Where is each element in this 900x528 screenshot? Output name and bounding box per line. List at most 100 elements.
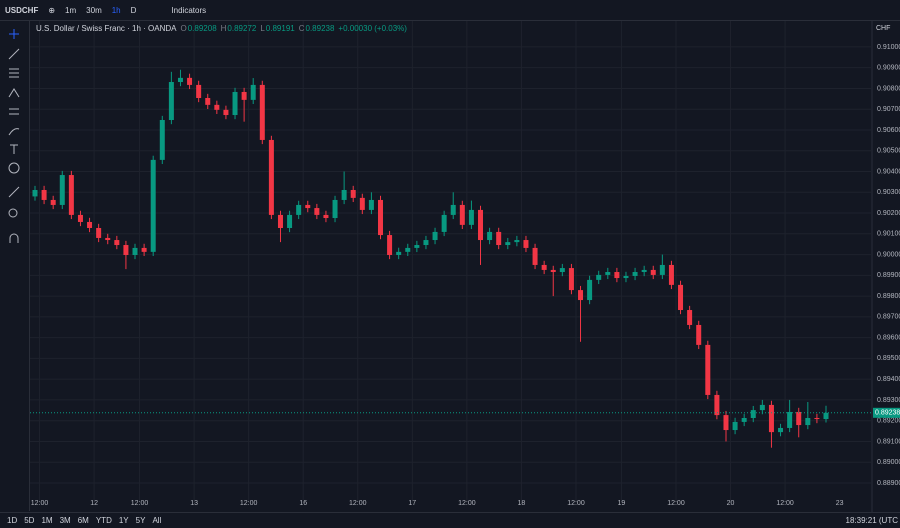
x-tick-label: 12:00 <box>31 500 49 507</box>
interval[interactable]: 1m <box>65 5 77 15</box>
candle-body <box>523 240 529 248</box>
y-tick-label: 0.89900 <box>877 272 900 279</box>
candle-body <box>450 204 456 215</box>
interval[interactable]: 1h <box>111 5 121 15</box>
pattern-tool[interactable] <box>8 88 20 98</box>
candle-body <box>705 344 711 395</box>
text-tool[interactable] <box>10 144 18 154</box>
range[interactable]: 1Y <box>118 516 129 525</box>
y-tick-label: 0.90600 <box>877 127 900 134</box>
y-tick-label: 0.90400 <box>877 168 900 175</box>
symbol[interactable]: USDCHF <box>5 5 39 15</box>
candle-body <box>68 175 74 215</box>
range[interactable]: 6M <box>77 516 89 525</box>
drawing-tools <box>0 21 30 511</box>
x-tick-label: 12:00 <box>349 500 367 507</box>
legend: U.S. Dollar / Swiss Franc · 1h · OANDA O… <box>36 24 407 33</box>
y-tick-label: 0.88900 <box>877 480 900 487</box>
candle-body <box>141 247 147 252</box>
ohlc-label: O <box>180 24 187 33</box>
crosshair-tool[interactable] <box>9 29 19 39</box>
candle-body <box>159 120 165 160</box>
y-tick-label: 0.89200 <box>877 418 900 425</box>
candle-body <box>587 279 593 301</box>
candle-body <box>550 269 556 273</box>
candle-body <box>77 214 83 222</box>
ohlc-value: 0.89208 <box>187 24 217 33</box>
indicators[interactable]: Indicators <box>171 5 207 15</box>
x-tick-label: 12:00 <box>776 500 794 507</box>
fib-tool[interactable] <box>9 68 19 78</box>
candle-body <box>605 272 611 275</box>
candle-body <box>132 247 138 255</box>
candle-body <box>341 189 347 200</box>
ohlc-value: 0.89191 <box>265 24 295 33</box>
range-bar: 1D 5D 1M 3M 6M YTD 1Y 5Y All 18:39:21 (U… <box>0 512 900 528</box>
y-tick-label: 0.89700 <box>877 314 900 321</box>
range[interactable]: 1M <box>41 516 53 525</box>
x-tick-label: 12:00 <box>131 500 149 507</box>
candle-body <box>296 204 302 215</box>
ohlc-label: H <box>220 24 227 33</box>
y-tick-label: 0.89300 <box>877 397 900 404</box>
y-tick-label: 0.89800 <box>877 293 900 300</box>
candle-body <box>332 199 338 219</box>
x-tick-label: 12:00 <box>667 500 685 507</box>
range[interactable]: 1D <box>7 516 18 525</box>
candle-body <box>659 264 665 275</box>
range[interactable]: 3M <box>59 516 71 525</box>
ohlc-value: 0.89238 <box>305 24 335 33</box>
emoji-tool[interactable] <box>8 162 20 174</box>
line-tool[interactable] <box>8 48 20 60</box>
candle-body <box>350 189 356 198</box>
last-price-label: 0.89238 <box>875 410 900 417</box>
last-price-tag <box>873 407 900 418</box>
brush-tool[interactable] <box>8 128 20 136</box>
candle-body <box>787 411 793 428</box>
candle-body <box>223 109 229 116</box>
series-title: U.S. Dollar / Swiss Franc · 1h · OANDA <box>36 24 177 33</box>
x-tick-label: 16 <box>299 500 307 507</box>
x-tick-label: 17 <box>408 500 416 507</box>
candle-body <box>532 247 538 265</box>
candle-body <box>114 240 120 246</box>
interval[interactable]: 30m <box>86 5 102 15</box>
toolbar: USDCHF ⊕ 1m 30m 1h D Indicators <box>0 0 900 21</box>
candle-body <box>205 98 211 105</box>
add[interactable]: ⊕ <box>48 5 56 15</box>
candle-body <box>805 417 811 426</box>
x-tick-label: 12 <box>90 500 98 507</box>
range[interactable]: 5Y <box>135 516 146 525</box>
candle-body <box>268 139 274 215</box>
y-tick-label: 0.89000 <box>877 459 900 466</box>
range[interactable]: 5D <box>24 516 35 525</box>
candle-body <box>750 410 756 418</box>
candle-body <box>368 199 374 210</box>
magnet-tool[interactable] <box>9 233 19 243</box>
candle-body <box>650 269 656 275</box>
candle-body <box>478 209 484 241</box>
candle-body <box>441 214 447 232</box>
ruler-tool[interactable] <box>8 186 20 198</box>
ohlc-label: C <box>298 24 305 33</box>
y-tick-label: 0.90000 <box>877 251 900 258</box>
candle-body <box>414 245 420 248</box>
zoom-tool[interactable] <box>8 208 18 218</box>
x-tick-label: 18 <box>518 500 526 507</box>
x-tick-label: 12:00 <box>567 500 585 507</box>
clock: 18:39:21 (UTC <box>845 516 898 525</box>
range[interactable]: YTD <box>95 516 112 525</box>
y-tick-label: 0.90100 <box>877 231 900 238</box>
range[interactable]: All <box>152 516 162 525</box>
candle-body <box>759 404 765 411</box>
interval[interactable]: D <box>130 5 137 15</box>
y-tick-label: 0.90900 <box>877 65 900 72</box>
y-tick-label: 0.89400 <box>877 376 900 383</box>
candle-body <box>568 268 574 291</box>
candle-body <box>377 199 383 236</box>
measure-tool[interactable] <box>9 108 19 115</box>
candle-body <box>177 77 183 83</box>
candle-body <box>768 404 774 433</box>
y-tick-label: 0.90300 <box>877 189 900 196</box>
candle-body <box>32 189 38 197</box>
